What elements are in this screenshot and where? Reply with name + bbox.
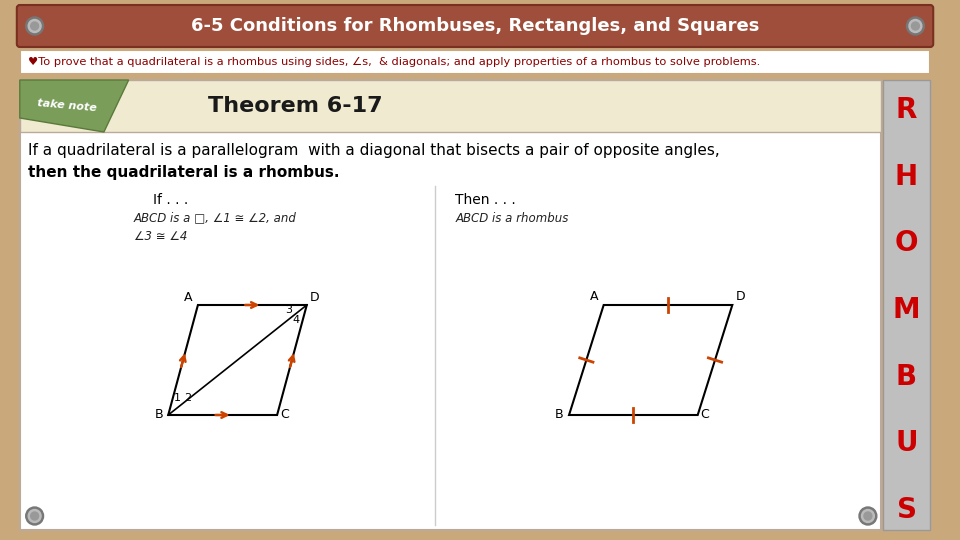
Text: D: D [310,291,320,304]
FancyBboxPatch shape [17,5,933,47]
Text: B: B [896,363,917,390]
Text: 1: 1 [174,393,181,403]
Text: ∠3 ≅ ∠4: ∠3 ≅ ∠4 [133,230,187,242]
Text: Then . . .: Then . . . [455,193,516,207]
Text: 6-5 Conditions for Rhombuses, Rectangles, and Squares: 6-5 Conditions for Rhombuses, Rectangles… [191,17,759,35]
FancyBboxPatch shape [20,50,930,74]
Polygon shape [20,80,129,132]
Circle shape [31,22,38,30]
Text: H: H [895,163,918,191]
Text: ABCD is a rhombus: ABCD is a rhombus [455,212,568,225]
Circle shape [906,17,924,35]
Text: U: U [896,429,918,457]
Circle shape [26,17,43,35]
Text: 3: 3 [285,305,292,315]
Text: ♥To prove that a quadrilateral is a rhombus using sides, ∠s,  & diagonals; and a: ♥To prove that a quadrilateral is a rhom… [28,57,760,67]
Circle shape [26,507,43,525]
Text: C: C [701,408,709,421]
Circle shape [909,19,922,32]
Text: R: R [896,96,917,124]
Text: then the quadrilateral is a rhombus.: then the quadrilateral is a rhombus. [28,165,339,179]
Circle shape [31,512,38,520]
Text: A: A [589,290,598,303]
Text: O: O [895,230,919,258]
Text: ABCD is a □, ∠1 ≅ ∠2, and: ABCD is a □, ∠1 ≅ ∠2, and [133,212,297,225]
Text: Theorem 6-17: Theorem 6-17 [207,96,382,116]
Text: B: B [155,408,163,421]
Text: D: D [735,290,745,303]
Text: take note: take note [37,98,97,113]
Polygon shape [168,305,307,415]
Circle shape [28,510,41,523]
Text: If . . .: If . . . [154,193,189,207]
Circle shape [861,510,875,523]
Circle shape [28,19,41,32]
Text: 4: 4 [293,315,300,325]
Text: M: M [893,296,921,324]
FancyBboxPatch shape [20,80,880,530]
FancyBboxPatch shape [883,80,930,530]
Text: C: C [280,408,289,421]
Circle shape [864,512,872,520]
Polygon shape [569,305,732,415]
Circle shape [911,22,920,30]
Text: 2: 2 [184,393,191,403]
Text: B: B [555,408,564,421]
Text: If a quadrilateral is a parallelogram  with a diagonal that bisects a pair of op: If a quadrilateral is a parallelogram wi… [28,143,719,158]
Text: A: A [184,291,193,304]
Circle shape [859,507,876,525]
Text: S: S [897,496,917,524]
FancyBboxPatch shape [20,80,880,132]
